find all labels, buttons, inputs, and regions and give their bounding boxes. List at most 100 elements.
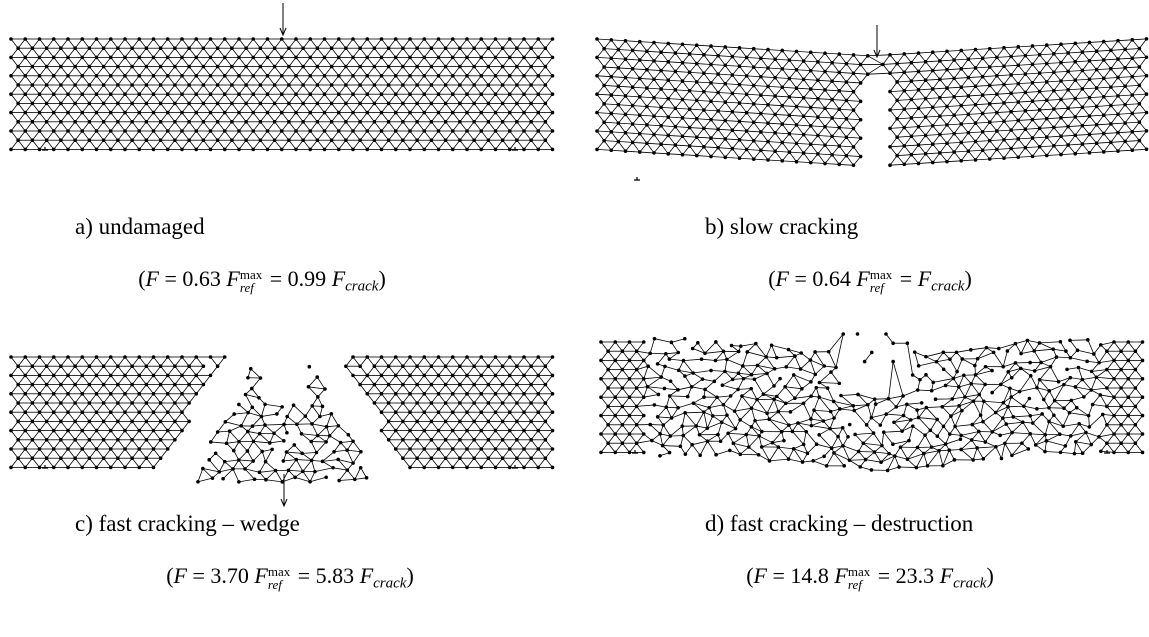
node [494,56,498,60]
node [652,59,656,63]
node [759,93,763,97]
node [1024,54,1028,58]
node [1002,101,1006,105]
node [387,83,391,87]
node [802,78,806,82]
node [344,138,348,142]
node [308,37,312,41]
bond [839,146,853,147]
node [308,92,312,96]
node [422,148,426,152]
node [716,146,720,150]
bond [711,138,725,139]
bond [890,54,904,55]
node [180,374,184,378]
node [723,156,727,160]
bond [797,143,811,144]
node [451,374,455,378]
bond [768,105,782,106]
bond [990,66,1004,67]
node [952,95,956,99]
node [624,57,628,61]
node [202,83,206,87]
node [809,69,813,73]
bond [604,49,618,50]
node [788,114,792,118]
node [45,138,49,142]
bond [846,119,860,120]
bond [211,432,218,442]
node [1031,44,1035,48]
node [394,111,398,115]
node [451,148,455,152]
node [422,92,426,96]
node [551,374,555,378]
bond [947,50,961,51]
bond [789,97,803,98]
node [294,111,298,115]
bond [640,42,654,43]
bond [334,450,347,452]
bond [804,98,818,99]
node [1038,71,1042,75]
bond [626,133,640,134]
node [31,65,35,69]
node [981,148,985,152]
bond [1011,129,1025,130]
node [536,74,540,78]
node [1009,128,1013,132]
bond [725,65,739,66]
node [102,83,106,87]
node [387,102,391,106]
node [380,37,384,41]
node [337,111,341,115]
node [216,65,220,69]
bond [1011,111,1025,112]
bond [611,132,625,133]
node [45,102,49,106]
node [981,130,985,134]
bond [690,128,704,129]
node [823,125,827,129]
node [837,144,841,148]
node [130,138,134,142]
node [1038,145,1042,149]
node [23,92,27,96]
bond [1082,70,1096,71]
bond [976,85,990,86]
node [95,355,99,359]
node [551,129,555,133]
bond [818,135,832,136]
node [674,125,678,129]
bond [904,127,918,128]
bond [911,154,925,155]
bond [1111,141,1125,142]
node [415,120,419,124]
node [501,138,505,142]
node [487,120,491,124]
node [394,129,398,133]
node [330,120,334,124]
node [1123,48,1127,52]
node [1123,121,1127,125]
node [938,114,942,118]
bond [711,156,725,157]
bond [597,57,611,58]
bond [911,117,925,118]
bond [308,377,317,387]
node [45,65,49,69]
node [638,58,642,62]
bond [1090,134,1104,135]
node [1052,107,1056,111]
node [45,46,49,50]
node [652,114,656,118]
bond [661,89,675,90]
node [931,142,935,146]
node [16,46,20,50]
node [130,383,134,387]
node [330,102,334,106]
node [766,103,770,107]
node [494,111,498,115]
bond [1047,44,1061,45]
node [187,383,191,387]
